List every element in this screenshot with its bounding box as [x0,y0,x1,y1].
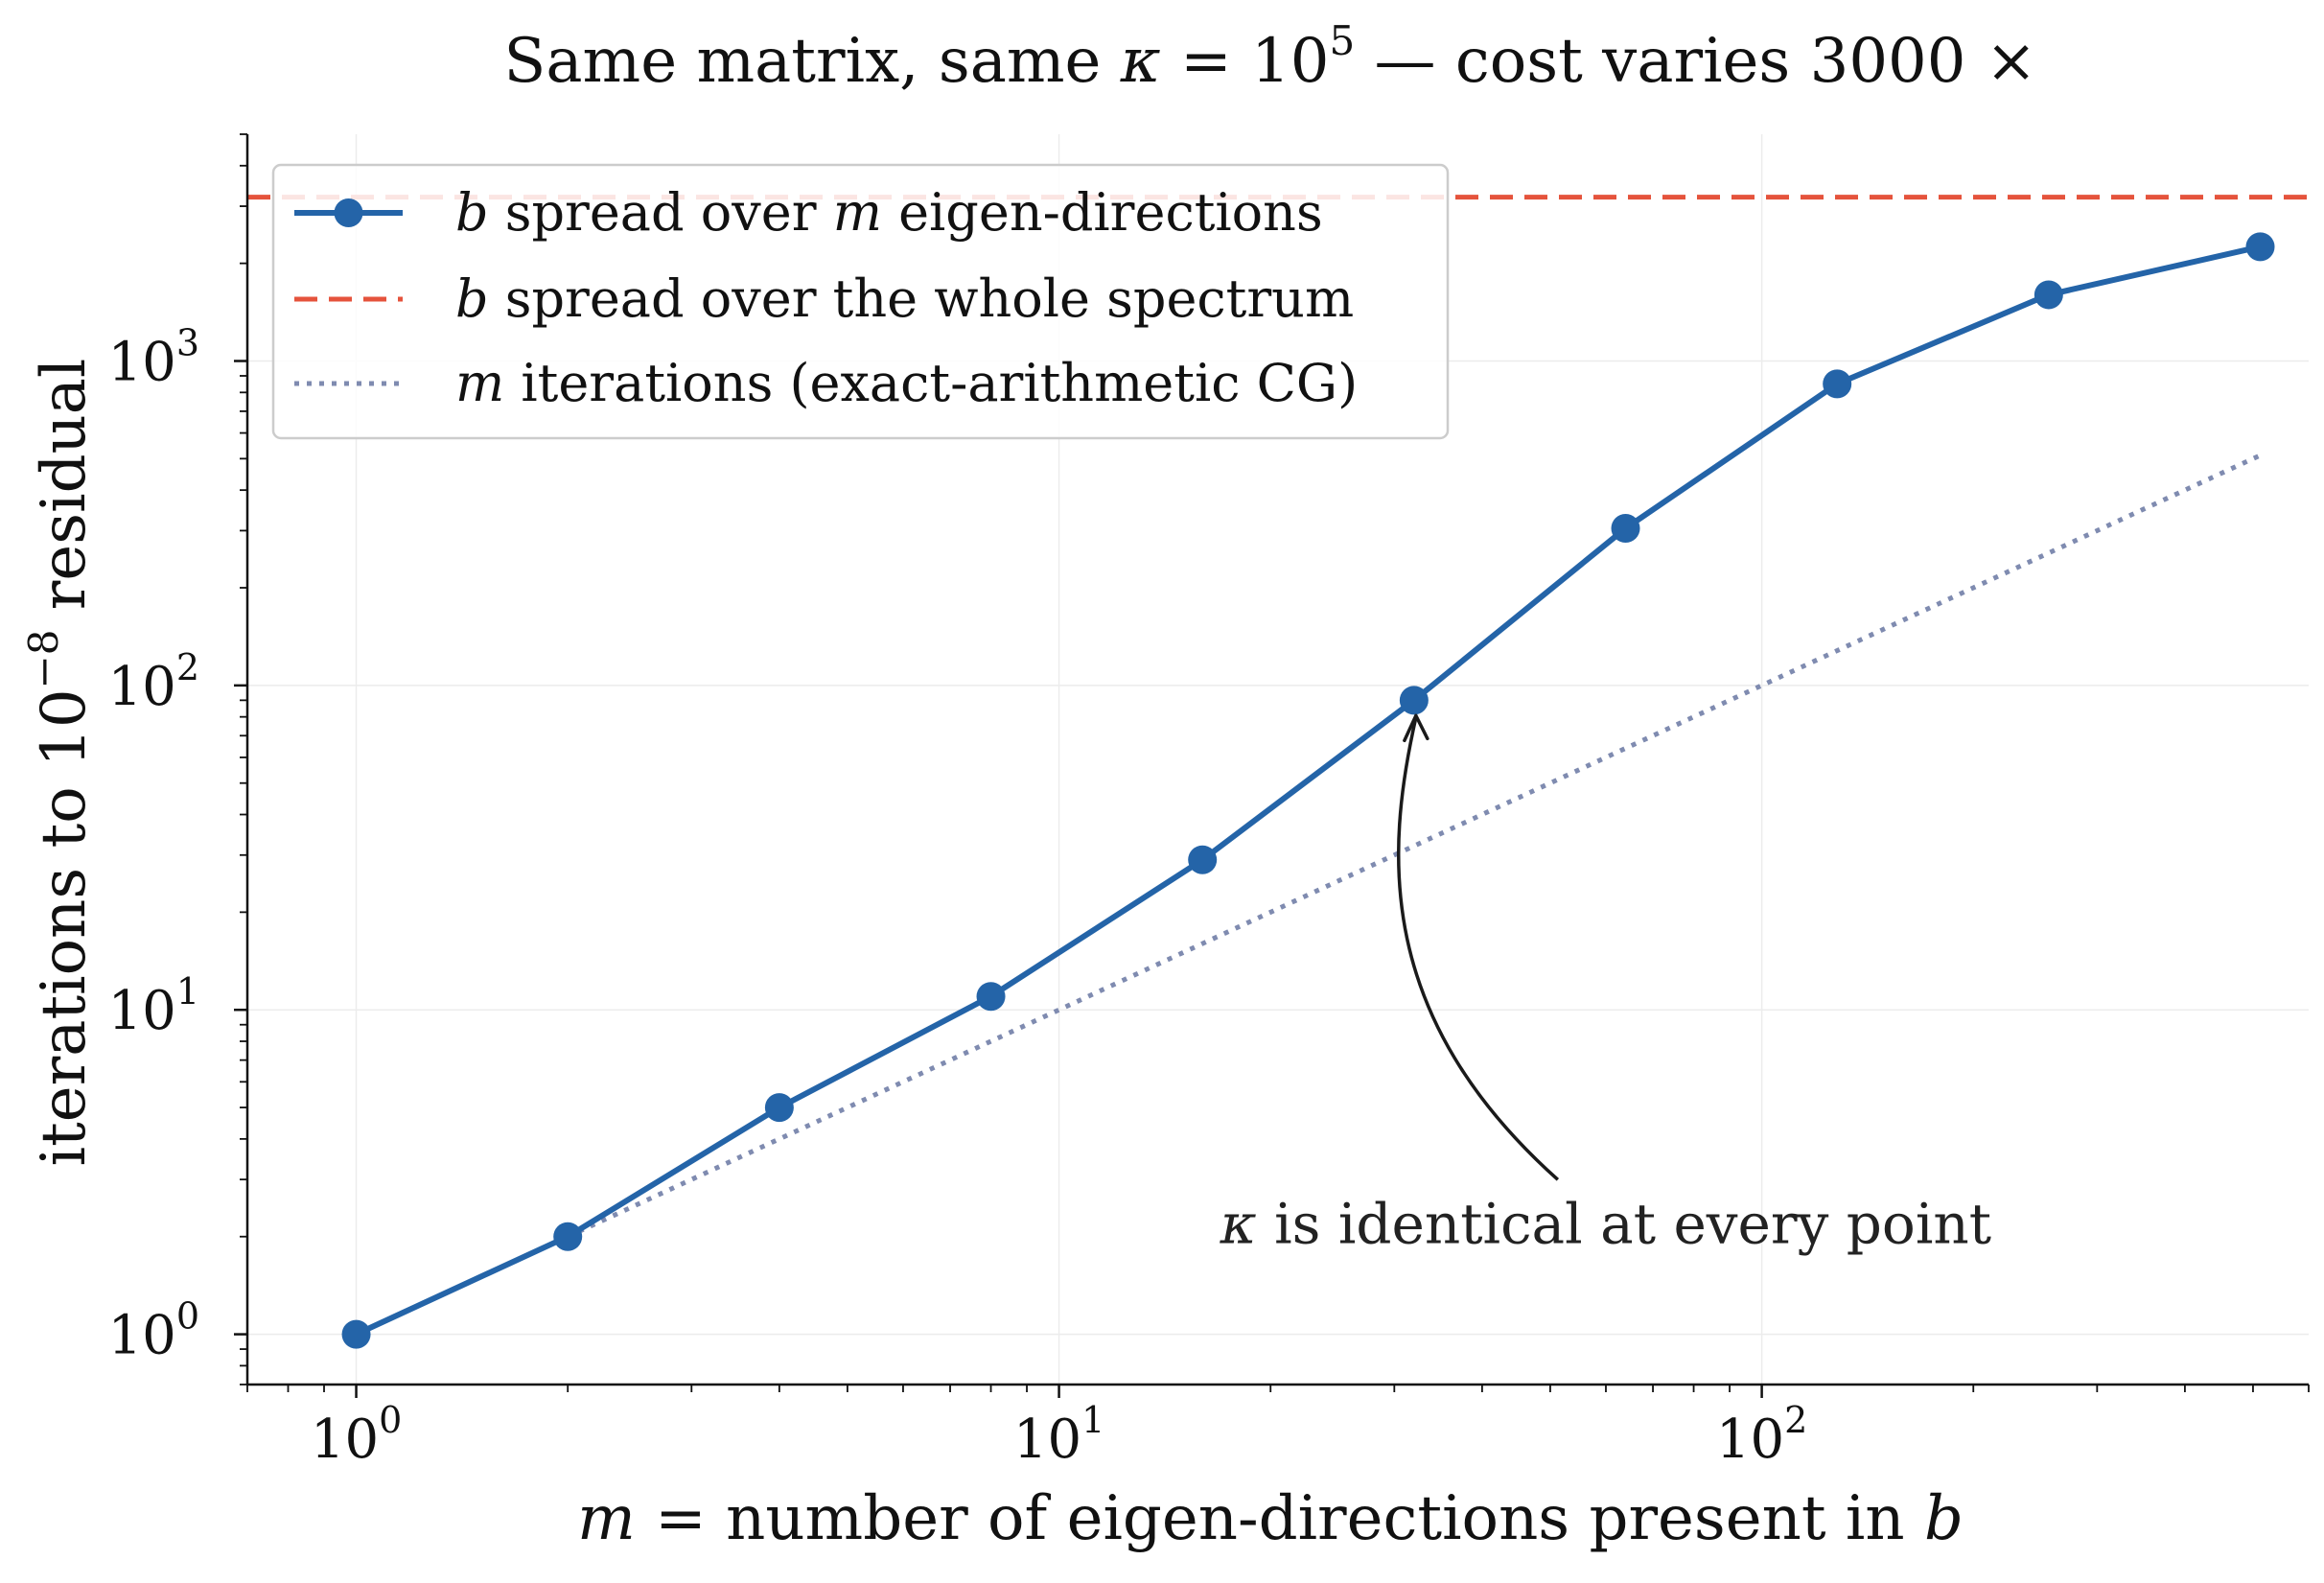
y-tick-label: 100 [108,1295,199,1367]
legend-text: spread over the whole spectrum [489,268,1355,329]
y-tick-exp: 2 [176,646,199,688]
y-axis-label-text2: residual [29,359,100,630]
title-kappa: κ [1120,26,1161,97]
exact-cg-line [567,453,2262,1240]
x-axis-label: m = number of eigen-directions present i… [577,1483,1964,1554]
legend-text: iterations (exact-arithmetic CG) [504,353,1358,413]
legend-text: eigen-directions [882,182,1323,243]
data-point [341,1319,371,1349]
legend-math: b [455,268,489,329]
annotation-rest: is identical at every point [1257,1191,1991,1256]
data-point [1399,686,1429,715]
title-factor: 3000 [1810,26,1966,97]
eigen-directions-line [355,244,2262,1338]
data-point [1611,513,1640,543]
y-tick-label: 103 [108,322,199,394]
title-times: × [1965,26,2036,97]
legend-math: m [833,182,882,243]
chart-title: Same matrix, same κ = 105 — cost varies … [504,17,2037,97]
y-tick-base: 10 [108,656,176,718]
x-tick-exp: 2 [1784,1399,1807,1441]
data-point [2034,280,2063,310]
legend-label: b spread over m eigen-directions [455,182,1323,243]
legend-label: b spread over the whole spectrum [455,268,1354,329]
data-point [764,1093,794,1123]
legend-label: m iterations (exact-arithmetic CG) [455,353,1358,413]
legend-math: m [455,353,504,413]
annotation-text: κ is identical at every point [1220,1191,1991,1256]
y-axis-label: iterations to 10−8 residual [20,359,100,1167]
y-axis-label-text: iterations to 10 [29,688,100,1166]
data-point [1188,845,1218,874]
y-tick-exp: 0 [176,1295,199,1338]
data-point [976,982,1006,1012]
y-tick-exp: 3 [176,322,199,364]
x-tick-label: 101 [1013,1399,1104,1471]
legend-text: spread over [489,182,833,243]
x-axis-label-text: = number of eigen-directions present in [636,1483,1924,1554]
plot-area [247,195,2309,1349]
x-tick-label: 102 [1716,1399,1807,1471]
y-tick-base: 10 [108,332,176,394]
title-dash: — cost varies [1355,26,1809,97]
data-point [2245,232,2275,262]
y-axis-label-exp: −8 [20,630,67,689]
y-tick-label: 101 [108,970,199,1042]
x-tick-base: 10 [311,1408,379,1471]
y-tick-exp: 1 [176,970,199,1013]
annotation: κ is identical at every point [1220,713,1991,1256]
data-point [553,1222,583,1251]
title-prefix: Same matrix, same [504,26,1121,97]
x-tick-exp: 1 [1081,1399,1104,1441]
title-eq: = 10 [1161,26,1330,97]
annotation-arrow [1397,716,1560,1181]
x-axis-label-var2: b [1924,1483,1964,1554]
annotation-kappa: κ [1220,1191,1257,1256]
y-tick-label: 102 [108,646,199,718]
x-tick-base: 10 [1013,1408,1081,1471]
legend-box [271,163,1450,440]
x-tick-base: 10 [1716,1408,1784,1471]
x-tick-label: 100 [311,1399,402,1471]
x-axis-label-var: m [577,1483,636,1554]
data-point [1823,369,1852,399]
title-exp: 5 [1329,17,1355,64]
legend-marker-eigen [334,198,363,227]
y-tick-base: 10 [108,1305,176,1367]
annotation-arrowhead [1403,713,1429,743]
y-tick-base: 10 [108,980,176,1042]
x-tick-exp: 0 [379,1399,402,1441]
legend-math: b [455,182,489,243]
